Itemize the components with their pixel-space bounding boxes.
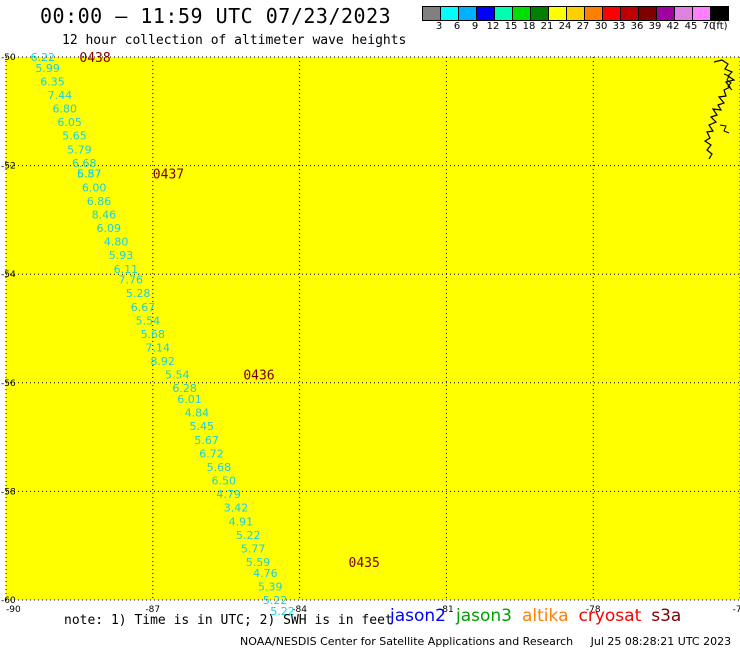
- color-scale-label: 12: [486, 21, 500, 32]
- swh-value: 6.67: [131, 301, 156, 314]
- pass-time: 0437: [153, 168, 184, 183]
- legend-entry: altika: [522, 606, 569, 626]
- swh-value: 5.67: [194, 434, 219, 447]
- color-scale-label: 3: [435, 21, 443, 32]
- swh-value: 7.76: [119, 274, 143, 287]
- chart-subtitle: 12 hour collection of altimeter wave hei…: [62, 33, 407, 48]
- color-scale-label: 18: [522, 21, 536, 32]
- y-tick-label: -56: [1, 379, 16, 389]
- swh-value: 4.76: [253, 567, 278, 580]
- color-swatch: [710, 6, 729, 21]
- swh-value: 4.91: [229, 515, 254, 528]
- swh-value: 5.54: [136, 314, 161, 327]
- swh-value: 5.59: [246, 556, 270, 569]
- color-scale-label: 70: [702, 21, 716, 32]
- swh-value: 5.68: [207, 461, 232, 474]
- swh-points: 6.225.996.357.446.806.055.655.796.686.57…: [30, 51, 294, 618]
- swh-value: 6.72: [199, 447, 224, 460]
- swh-value: 6.80: [52, 103, 76, 116]
- x-tick-label: -81: [439, 605, 454, 615]
- swh-value: 6.86: [87, 195, 112, 208]
- swh-value: 6.35: [40, 75, 65, 88]
- swh-value: 5.99: [35, 62, 60, 75]
- swh-value: 8.92: [150, 355, 175, 368]
- color-scale: [422, 6, 729, 21]
- swh-value: 3.42: [224, 502, 249, 515]
- swh-value: 7.44: [48, 89, 73, 102]
- footnote: note: 1) Time is in UTC; 2) SWH is in fe…: [64, 613, 393, 628]
- axis-ticks: -90 -87 -84 -81 -78 -75 -50 -52 -54 -56 -58 -60: [1, 53, 740, 615]
- x-tick-label: -87: [145, 605, 160, 615]
- legend-entry: cryosat: [578, 606, 642, 626]
- pass-time: 0436: [243, 369, 274, 384]
- swh-value: 5.93: [109, 249, 134, 262]
- color-scale-label: 45: [684, 21, 698, 32]
- swh-value: 8.46: [92, 208, 117, 221]
- swh-value: 5.68: [141, 328, 166, 341]
- swh-value: 6.09: [97, 222, 122, 235]
- swh-value: 6.22: [30, 51, 55, 64]
- swh-value: 4.80: [104, 236, 129, 249]
- swh-value: 6.68: [72, 157, 97, 170]
- swh-value: 5.65: [62, 130, 86, 143]
- swh-value: 5.22: [270, 605, 295, 618]
- legend-entry: jason2: [390, 606, 446, 626]
- y-tick-label: -54: [1, 270, 16, 280]
- x-tick-label: -78: [586, 605, 601, 615]
- color-scale-label: 21: [540, 21, 554, 32]
- pass-time: 0438: [79, 51, 110, 66]
- color-scale-label: 33: [612, 21, 626, 32]
- swh-value: 6.05: [57, 116, 82, 129]
- y-tick-label: -58: [1, 487, 16, 497]
- swh-value: 5.77: [241, 542, 266, 555]
- x-tick-label: -84: [292, 605, 307, 615]
- color-scale-label: 6: [453, 21, 461, 32]
- color-scale-label: 30: [594, 21, 608, 32]
- legend-entry: jason3: [456, 606, 512, 626]
- swh-value: 5.28: [126, 287, 150, 300]
- swh-value: 5.45: [190, 420, 215, 433]
- pass-time: 0435: [349, 556, 380, 571]
- grid-lines: [5, 56, 740, 601]
- color-scale-label: 39: [648, 21, 662, 32]
- color-scale-label: 24: [558, 21, 572, 32]
- color-scale-label: 9: [471, 21, 479, 32]
- x-tick-label: -90: [6, 605, 21, 615]
- y-tick-label: -50: [1, 53, 16, 63]
- swh-value: 4.79: [216, 488, 241, 501]
- pass-time-labels: 0438 0437 0436 0435: [79, 51, 379, 571]
- swh-value: 6.00: [82, 181, 107, 194]
- swh-value: 6.50: [212, 475, 237, 488]
- swh-value: 5.79: [67, 143, 92, 156]
- swh-value: 6.01: [177, 393, 202, 406]
- swh-value: 4.84: [185, 407, 210, 420]
- swh-value: 6.57: [77, 168, 102, 181]
- color-scale-label: 15: [504, 21, 518, 32]
- credit-line: NOAA/NESDIS Center for Satellite Applica…: [240, 635, 731, 648]
- color-scale-label: 27: [576, 21, 590, 32]
- swh-value: 5.39: [258, 580, 283, 593]
- swh-value: 5.54: [165, 369, 190, 382]
- color-scale-label: 42: [666, 21, 680, 32]
- chart-title: 00:00 – 11:59 UTC 07/23/2023: [40, 4, 392, 28]
- swh-value: 7.14: [145, 342, 170, 355]
- x-tick-label: -75: [733, 605, 740, 615]
- color-scale-label: (ft): [712, 21, 728, 32]
- swh-value: 5.87: [77, 168, 102, 181]
- swh-value: 6.28: [172, 382, 197, 395]
- satellite-legend: jason2 jason3 altika cryosat s3a: [390, 606, 691, 626]
- generated-timestamp: Jul 25 08:28:21 UTC 2023: [590, 635, 732, 648]
- coastline-fragment: [703, 59, 736, 160]
- plot-area: [6, 57, 740, 600]
- swh-value: 5.22: [236, 529, 261, 542]
- legend-entry: s3a: [651, 606, 682, 626]
- y-tick-label: -60: [1, 596, 16, 606]
- swh-value: 5.22: [263, 594, 288, 607]
- color-scale-label: 36: [630, 21, 644, 32]
- color-scale-labels: 3 6 9 12 15 18 21 24 27 30 33 36 39 42 45 70 (ft): [422, 21, 740, 35]
- swh-value: 6.11: [114, 263, 139, 276]
- credit-text: NOAA/NESDIS Center for Satellite Applica…: [240, 635, 574, 648]
- y-tick-label: -52: [1, 162, 16, 172]
